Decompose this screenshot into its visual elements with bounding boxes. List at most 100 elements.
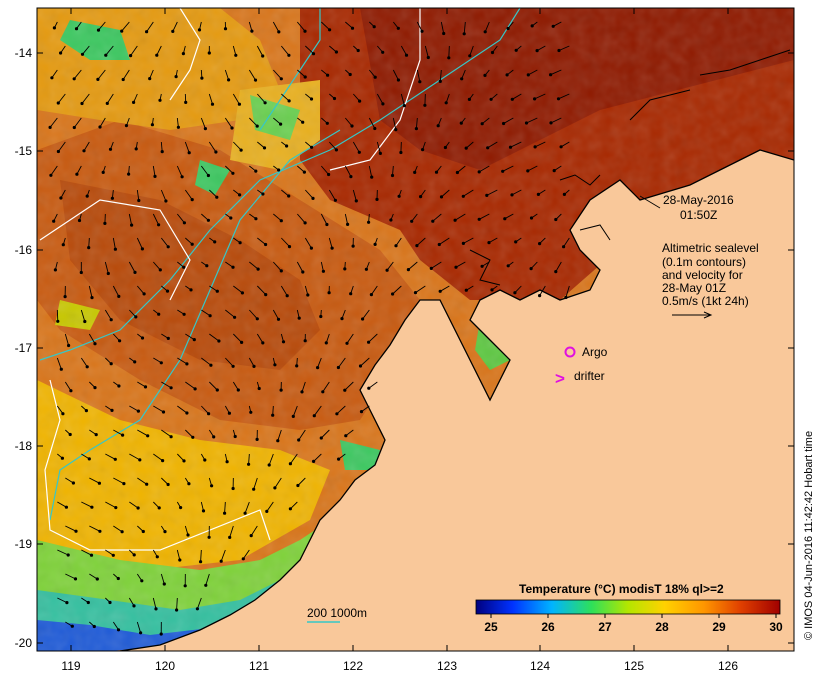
velocity-vector bbox=[82, 141, 90, 153]
velocity-vector bbox=[480, 117, 490, 126]
velocity-vector bbox=[281, 189, 291, 198]
coast-islands bbox=[469, 49, 791, 286]
velocity-vector bbox=[232, 381, 240, 392]
velocity-vector bbox=[129, 453, 142, 462]
velocity-vector bbox=[321, 69, 330, 77]
velocity-vector bbox=[209, 189, 219, 199]
velocity-vector bbox=[554, 261, 562, 274]
velocity-vector bbox=[160, 525, 167, 534]
velocity-vector bbox=[385, 261, 394, 272]
velocity-vector bbox=[48, 117, 58, 129]
velocity-vector bbox=[489, 93, 498, 101]
velocity-vector bbox=[113, 333, 122, 343]
velocity-vector bbox=[153, 357, 163, 365]
colorbar-tick-label: 25 bbox=[484, 620, 498, 634]
velocity-vector bbox=[444, 93, 450, 105]
velocity-vector bbox=[257, 237, 268, 247]
marker-legend: Argo > drifter bbox=[555, 345, 608, 388]
velocity-vector bbox=[104, 261, 110, 276]
velocity-vector bbox=[453, 213, 466, 222]
velocity-vector bbox=[52, 213, 58, 223]
velocity-vector bbox=[477, 213, 490, 221]
velocity-vector bbox=[256, 333, 265, 345]
velocity-vector bbox=[81, 405, 88, 413]
velocity-vector bbox=[344, 117, 354, 128]
velocity-vector bbox=[228, 525, 234, 540]
velocity-vector bbox=[559, 141, 570, 149]
velocity-vector bbox=[233, 237, 242, 245]
velocity-vector bbox=[549, 117, 562, 125]
velocity-vector bbox=[305, 141, 314, 149]
velocity-vector bbox=[273, 165, 281, 172]
velocity-vector bbox=[129, 501, 140, 510]
velocity-vector bbox=[316, 357, 322, 370]
velocity-vector bbox=[160, 189, 168, 203]
velocity-vector bbox=[454, 261, 466, 269]
velocity-vector bbox=[56, 93, 66, 105]
velocity-vector bbox=[276, 429, 282, 443]
velocity-vector bbox=[132, 93, 138, 104]
velocity-vector bbox=[443, 141, 450, 150]
velocity-vector bbox=[320, 165, 331, 177]
velocity-vector bbox=[57, 501, 68, 509]
velocity-vector bbox=[207, 45, 211, 55]
velocity-vector bbox=[464, 285, 474, 292]
velocity-vector bbox=[233, 285, 244, 295]
velocity-vector bbox=[273, 477, 282, 490]
velocity-vector bbox=[136, 237, 144, 251]
velocity-vector bbox=[225, 357, 235, 368]
velocity-vector bbox=[233, 189, 242, 197]
velocity-vector bbox=[391, 285, 402, 296]
velocity-vector bbox=[416, 69, 422, 84]
velocity-vector bbox=[219, 549, 226, 563]
velocity-vector bbox=[368, 117, 377, 131]
velocity-vector bbox=[564, 285, 570, 300]
velocity-vector bbox=[280, 333, 286, 344]
velocity-vector bbox=[297, 165, 306, 174]
velocity-vector bbox=[65, 525, 78, 533]
velocity-vector bbox=[424, 45, 430, 60]
velocity-vector bbox=[503, 213, 514, 221]
velocity-vector bbox=[247, 453, 251, 466]
velocity-vector bbox=[65, 477, 75, 485]
velocity-vector bbox=[80, 45, 90, 56]
velocity-vector bbox=[414, 117, 418, 131]
velocity-vector bbox=[513, 285, 522, 295]
argo-label: Argo bbox=[582, 345, 608, 359]
velocity-vector bbox=[256, 381, 261, 391]
velocity-vector bbox=[56, 309, 60, 323]
velocity-vector bbox=[279, 381, 283, 392]
velocity-vector bbox=[288, 501, 298, 511]
plot-frame bbox=[36, 7, 795, 652]
velocity-vector bbox=[184, 525, 190, 537]
velocity-vector bbox=[65, 573, 78, 581]
colorbar-tick-label: 30 bbox=[769, 620, 783, 634]
velocity-vector bbox=[105, 93, 114, 105]
velocity-vector bbox=[200, 501, 206, 513]
velocity-vector bbox=[49, 165, 58, 177]
velocity-vector bbox=[223, 501, 227, 515]
velocity-vector bbox=[487, 237, 498, 245]
velocity-vector bbox=[423, 93, 427, 107]
velocity-vector bbox=[129, 309, 138, 319]
velocity-vector bbox=[201, 309, 212, 318]
velocity-vector bbox=[112, 621, 121, 632]
velocity-vector bbox=[429, 261, 442, 270]
depth-legend-label: 200 1000m bbox=[307, 606, 367, 620]
colorbar: Temperature (°C) modisT 18% ql>=2 25 26 27… bbox=[475, 582, 783, 634]
velocity-vector bbox=[158, 93, 162, 102]
velocity-vector bbox=[272, 21, 281, 34]
velocity-vector bbox=[161, 477, 170, 487]
lon-tick-label: 125 bbox=[624, 659, 644, 673]
velocity-vector bbox=[506, 21, 514, 31]
velocity-vector bbox=[201, 261, 209, 268]
velocity-vector bbox=[367, 333, 378, 344]
velocity-vector bbox=[223, 21, 228, 31]
latitude-axis: -14 -15 -16 -17 -18 -19 -20 bbox=[15, 46, 794, 650]
velocity-vector bbox=[257, 189, 265, 196]
velocity-vectors bbox=[48, 21, 570, 636]
velocity-vector bbox=[373, 237, 378, 246]
velocity-vector bbox=[447, 45, 451, 60]
velocity-vector bbox=[53, 261, 58, 272]
velocity-vector bbox=[303, 333, 307, 343]
